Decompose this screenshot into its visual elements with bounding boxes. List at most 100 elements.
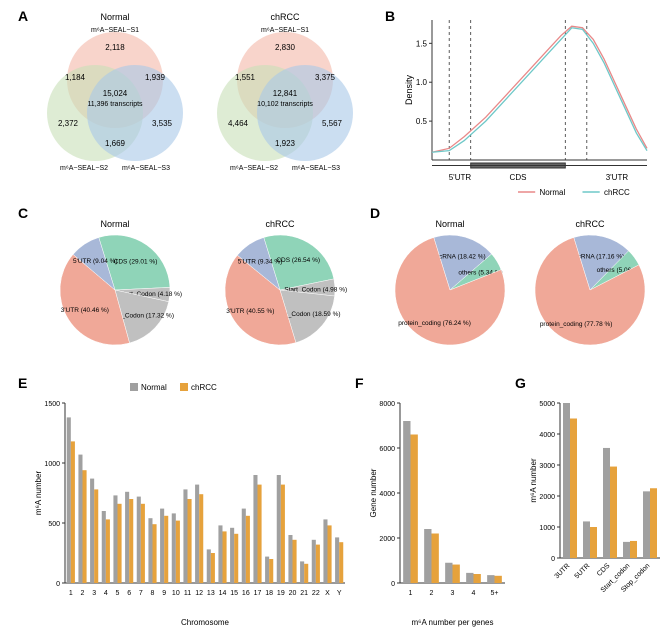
venn-val: 3,375 [315, 73, 336, 82]
density-plot: 0.5 1.0 1.5 Density 5'UTR CDS 3'UTR Normal chRCC [400, 10, 655, 200]
panel-a: Normal m⁶A−SEAL−S1 2,118 1,184 1,939 15,… [30, 8, 370, 183]
venn-normal-title: Normal [100, 12, 129, 22]
svg-text:20: 20 [289, 590, 297, 597]
venn-val: 2,830 [275, 43, 296, 52]
panel-d-label: D [370, 205, 380, 221]
svg-text:CDS (29.01 %): CDS (29.01 %) [114, 259, 158, 266]
bar-g: 010002000300040005000m⁶A number3UTR5UTRC… [525, 378, 665, 628]
venn-normal: Normal m⁶A−SEAL−S1 2,118 1,184 1,939 15,… [30, 8, 200, 183]
svg-text:6: 6 [127, 590, 131, 597]
svg-text:1.0: 1.0 [416, 78, 428, 87]
svg-text:Chromosome: Chromosome [181, 618, 230, 627]
svg-text:18: 18 [265, 590, 273, 597]
svg-text:1.5: 1.5 [416, 39, 428, 48]
svg-text:22: 22 [312, 590, 320, 597]
venn-val: 1,669 [105, 139, 126, 148]
svg-text:lncRNA (18.42 %): lncRNA (18.42 %) [434, 254, 486, 261]
svg-text:Gene number: Gene number [369, 468, 378, 517]
svg-text:chRCC: chRCC [604, 188, 630, 197]
svg-text:17: 17 [254, 590, 262, 597]
svg-text:0: 0 [551, 556, 555, 563]
svg-text:3: 3 [451, 590, 455, 597]
svg-text:19: 19 [277, 590, 285, 597]
panel-f-label: F [355, 375, 364, 391]
venn-s3-label: m⁶A−SEAL−S3 [122, 165, 170, 172]
svg-text:CDS: CDS [510, 173, 527, 182]
svg-text:m⁶A number: m⁶A number [529, 458, 538, 503]
svg-text:5: 5 [116, 590, 120, 597]
svg-text:CDS (26.54 %): CDS (26.54 %) [276, 257, 320, 264]
panel-b-label: B [385, 8, 395, 24]
svg-text:CDS: CDS [596, 562, 612, 578]
svg-text:Normal: Normal [540, 188, 566, 197]
venn-val: 5,567 [322, 119, 343, 128]
svg-text:2: 2 [430, 590, 434, 597]
panel-e-label: E [18, 375, 27, 391]
panel-e: NormalchRCC050010001500m⁶A number1234567… [30, 378, 350, 628]
svg-text:21: 21 [300, 590, 308, 597]
svg-text:5'UTR (9.34 %): 5'UTR (9.34 %) [238, 258, 283, 265]
panel-f: 02000400060008000Gene number12345+m⁶A nu… [365, 378, 510, 628]
svg-text:7: 7 [139, 590, 143, 597]
svg-text:3'UTR (40.55 %): 3'UTR (40.55 %) [226, 308, 274, 315]
svg-text:13: 13 [207, 590, 215, 597]
svg-text:chRCC: chRCC [191, 383, 217, 392]
svg-text:1000: 1000 [44, 461, 60, 468]
venn-val: 1,551 [235, 73, 256, 82]
venn-val: 4,464 [228, 119, 249, 128]
svg-text:15: 15 [230, 590, 238, 597]
svg-text:3UTR: 3UTR [554, 562, 572, 580]
panel-c-label: C [18, 205, 28, 221]
svg-text:2000: 2000 [539, 494, 555, 501]
svg-text:1: 1 [409, 590, 413, 597]
venn-val: 1,184 [65, 73, 86, 82]
venn-center1: 15,024 [103, 89, 128, 98]
svg-text:12: 12 [195, 590, 203, 597]
svg-text:8: 8 [151, 590, 155, 597]
svg-text:5UTR: 5UTR [574, 562, 592, 580]
svg-text:0: 0 [391, 581, 395, 588]
venn-s2-label: m⁶A−SEAL−S2 [60, 165, 108, 172]
venn-val: 1,923 [275, 139, 296, 148]
venn-chrcc: chRCC m⁶A−SEAL−S1 2,830 1,551 3,375 12,8… [200, 8, 370, 183]
venn-s2-label: m⁶A−SEAL−S2 [230, 165, 278, 172]
svg-text:chRCC: chRCC [265, 219, 295, 229]
venn-val: 2,372 [58, 119, 79, 128]
svg-text:2: 2 [81, 590, 85, 597]
venn-val: 3,535 [152, 119, 173, 128]
svg-text:protein_coding (76.24 %): protein_coding (76.24 %) [398, 320, 471, 327]
svg-text:14: 14 [219, 590, 227, 597]
venn-center1: 12,841 [273, 89, 298, 98]
pie-d: NormallncRNA (18.42 %)others (5.34 %)pro… [380, 205, 660, 355]
venn-center2: 11,396 transcripts [87, 101, 143, 108]
svg-text:5+: 5+ [491, 590, 499, 597]
svg-text:4000: 4000 [539, 432, 555, 439]
svg-text:9: 9 [162, 590, 166, 597]
svg-text:m⁶A number: m⁶A number [34, 471, 43, 516]
svg-text:0: 0 [56, 581, 60, 588]
svg-text:3000: 3000 [539, 463, 555, 470]
svg-text:3'UTR: 3'UTR [606, 173, 629, 182]
panel-g: 010002000300040005000m⁶A number3UTR5UTRC… [525, 378, 665, 628]
svg-text:1000: 1000 [539, 525, 555, 532]
svg-text:1500: 1500 [44, 401, 60, 408]
svg-text:0.5: 0.5 [416, 117, 428, 126]
svg-text:10: 10 [172, 590, 180, 597]
svg-text:4: 4 [472, 590, 476, 597]
svg-text:Y: Y [337, 590, 342, 597]
svg-text:3'UTR (40.46 %): 3'UTR (40.46 %) [61, 307, 109, 314]
venn-s3-label: m⁶A−SEAL−S3 [292, 165, 340, 172]
svg-text:m⁶A number per genes: m⁶A number per genes [411, 618, 493, 627]
svg-text:chRCC: chRCC [575, 219, 605, 229]
panel-b: 0.5 1.0 1.5 Density 5'UTR CDS 3'UTR Normal chRCC [400, 10, 655, 200]
svg-text:3: 3 [92, 590, 96, 597]
svg-text:2000: 2000 [379, 536, 395, 543]
panel-c: NormalCDS (29.01 %)Start_Codon (4.18 %)S… [30, 205, 365, 355]
venn-chrcc-title: chRCC [270, 12, 300, 22]
svg-text:6000: 6000 [379, 446, 395, 453]
svg-text:Density: Density [404, 74, 414, 105]
svg-text:5'UTR: 5'UTR [449, 173, 472, 182]
svg-text:X: X [325, 590, 330, 597]
svg-text:5'UTR (9.04 %): 5'UTR (9.04 %) [73, 258, 118, 265]
bar-f: 02000400060008000Gene number12345+m⁶A nu… [365, 378, 510, 628]
